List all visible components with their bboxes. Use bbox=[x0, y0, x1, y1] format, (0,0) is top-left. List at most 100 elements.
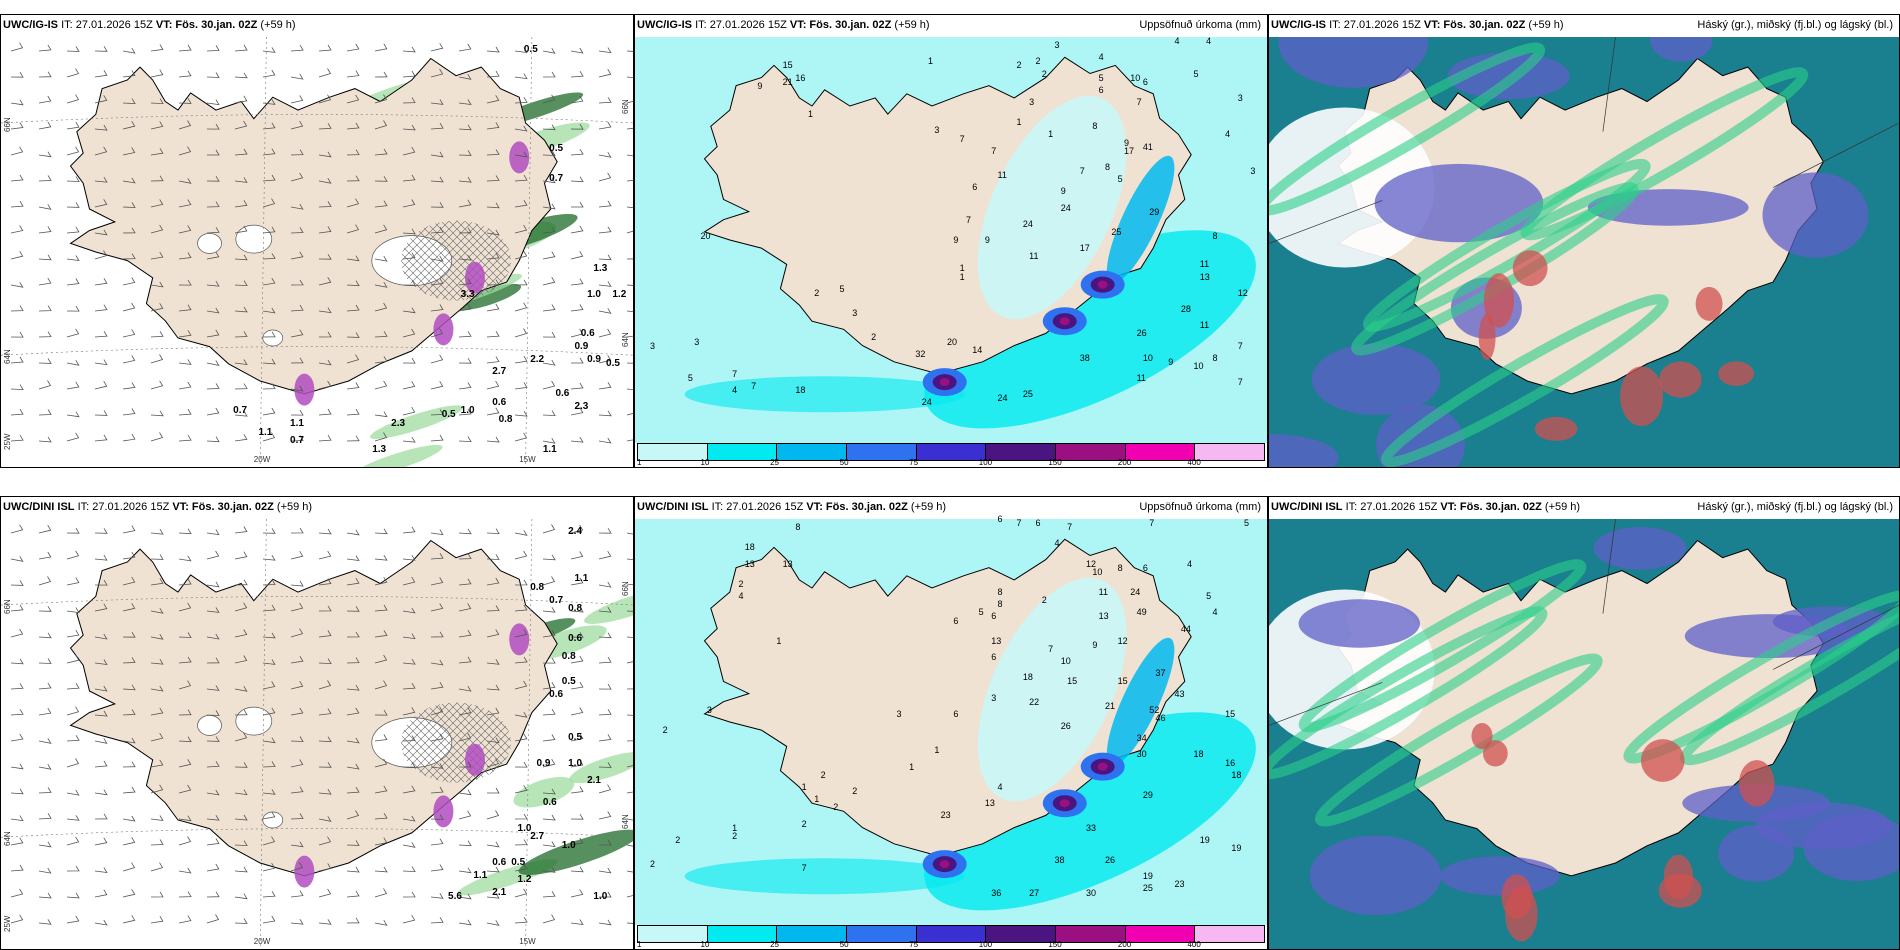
wind-barb bbox=[262, 789, 276, 795]
wind-barb bbox=[542, 359, 556, 366]
wind-barb bbox=[346, 382, 360, 390]
wind-barb bbox=[487, 787, 500, 794]
wind-barb bbox=[66, 328, 80, 338]
wind-barb bbox=[234, 814, 248, 821]
wind-barb bbox=[346, 606, 360, 612]
precip-value-label: 2 bbox=[1035, 56, 1041, 67]
wind-barb bbox=[122, 302, 136, 312]
wind-barb bbox=[10, 709, 24, 716]
wind-barb bbox=[598, 811, 612, 820]
wind-barb bbox=[206, 201, 220, 208]
wind-barb bbox=[10, 408, 24, 416]
precip-value-label: 4 bbox=[997, 781, 1003, 792]
wind-barb bbox=[486, 659, 500, 665]
wind-barb bbox=[178, 656, 192, 664]
high-cloud bbox=[1623, 590, 1899, 764]
wind-barb bbox=[514, 579, 528, 586]
wind-barb bbox=[486, 920, 500, 926]
wind-barb bbox=[374, 432, 388, 442]
wind-barb bbox=[150, 303, 164, 312]
wind-barb bbox=[430, 917, 444, 924]
precip-value-label: 9 bbox=[757, 80, 763, 91]
wind-barb bbox=[94, 837, 108, 846]
wind-barb bbox=[514, 199, 528, 208]
wind-barb bbox=[514, 785, 528, 794]
wind-barb bbox=[598, 281, 612, 287]
precip-value-label: 3 bbox=[694, 336, 700, 347]
wind-barb bbox=[150, 69, 164, 78]
wind-barb bbox=[402, 607, 416, 614]
wind-barb bbox=[262, 307, 276, 314]
precip-value-label: 21 bbox=[782, 76, 793, 87]
wind-barb bbox=[66, 411, 80, 418]
wind-barb bbox=[374, 281, 388, 288]
legend-swatch bbox=[1125, 444, 1196, 460]
precip-legend bbox=[637, 443, 1265, 461]
model-name: UWC/IG-IS bbox=[3, 19, 58, 31]
wind-barb bbox=[206, 307, 220, 314]
wind-barb bbox=[626, 844, 633, 847]
wind-barb bbox=[542, 814, 556, 821]
precip-value-label: 4 bbox=[1212, 607, 1218, 618]
wind-barb bbox=[178, 434, 192, 442]
wind-barb bbox=[346, 435, 360, 442]
wind-barb bbox=[94, 579, 108, 586]
init-time: IT: 27.01.2026 15Z bbox=[61, 19, 153, 31]
wind-barb bbox=[94, 528, 108, 534]
wind-barb bbox=[402, 526, 416, 534]
wind-barb bbox=[486, 841, 500, 848]
wind-barb bbox=[542, 177, 556, 184]
valid-time: Fös. 30.jan. 02Z bbox=[1459, 501, 1542, 513]
wind-value-label: 2.7 bbox=[530, 831, 545, 843]
wind-barb bbox=[626, 583, 633, 586]
wind-barb bbox=[122, 576, 136, 586]
precip-value-label: 12 bbox=[1117, 635, 1128, 646]
wind-barb bbox=[402, 357, 416, 364]
wind-barb bbox=[318, 276, 332, 286]
legend-label: 75 bbox=[909, 458, 919, 467]
wind-barb bbox=[430, 603, 444, 612]
wind-barb bbox=[207, 149, 220, 156]
wind-barb bbox=[290, 203, 304, 210]
wind-barb bbox=[514, 73, 528, 80]
wind-barb bbox=[542, 524, 556, 534]
wind-barb bbox=[570, 436, 584, 443]
wind-barb bbox=[290, 602, 304, 612]
wind-barb bbox=[290, 73, 304, 80]
wind-barb bbox=[402, 279, 416, 286]
wind-barb bbox=[38, 175, 52, 182]
lat-label: 66N bbox=[621, 581, 630, 597]
wind-barb bbox=[374, 866, 388, 873]
precip-value-label: 5 bbox=[687, 373, 693, 384]
wind-barb bbox=[94, 95, 108, 104]
wind-barb bbox=[486, 605, 500, 612]
wind-barb bbox=[598, 683, 612, 690]
wind-barb bbox=[10, 788, 24, 795]
precip-value-label: 6 bbox=[972, 182, 978, 193]
wind-barb bbox=[318, 816, 332, 822]
convective-cloud bbox=[1718, 361, 1754, 386]
precip-value-label: 23 bbox=[1174, 879, 1185, 890]
wind-barb bbox=[486, 554, 500, 560]
lon-label: 25W bbox=[3, 433, 12, 450]
wind-barb bbox=[570, 707, 584, 716]
wind-barb bbox=[178, 784, 192, 794]
wind-barb bbox=[458, 893, 472, 900]
lead-time: (+59 h) bbox=[910, 501, 947, 513]
convective-cloud bbox=[1512, 250, 1548, 287]
legend-swatch bbox=[916, 444, 987, 460]
precip-value-label: 7 bbox=[1237, 377, 1243, 388]
wind-barb bbox=[10, 384, 24, 391]
wind-barb bbox=[38, 813, 52, 820]
precip-value-label: 25 bbox=[1022, 389, 1033, 400]
wind-barb bbox=[10, 434, 24, 442]
wind-barb bbox=[38, 121, 52, 130]
wind-barb bbox=[542, 554, 556, 561]
wind-barb bbox=[178, 759, 192, 768]
wind-barb bbox=[94, 176, 108, 183]
valid-time: Fös. 30.jan. 02Z bbox=[191, 501, 274, 513]
wind-barb bbox=[318, 528, 332, 535]
wind-value-label: 0.9 bbox=[574, 340, 589, 352]
wind-barb bbox=[374, 411, 388, 418]
wind-barb bbox=[262, 737, 276, 744]
